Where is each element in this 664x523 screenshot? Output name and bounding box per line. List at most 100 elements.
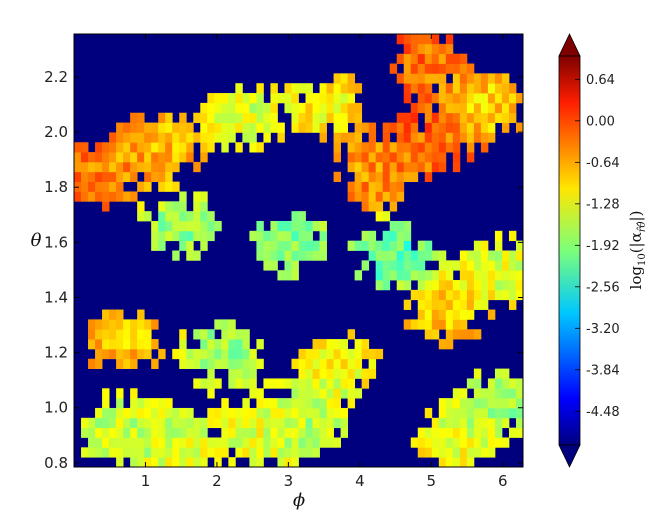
heatmap-cell bbox=[438, 339, 447, 350]
heatmap-cell bbox=[151, 240, 159, 251]
heatmap-cell bbox=[445, 132, 454, 143]
heatmap-cell bbox=[165, 161, 173, 173]
heatmap-cell bbox=[130, 161, 138, 173]
heatmap-cell bbox=[333, 368, 341, 379]
heatmap-cell bbox=[172, 122, 180, 133]
heatmap-cell bbox=[270, 260, 278, 271]
plot-area bbox=[73, 33, 524, 468]
heatmap-cell bbox=[200, 122, 208, 133]
heatmap-cell bbox=[424, 63, 433, 74]
heatmap-cell bbox=[109, 348, 117, 360]
heatmap-cell bbox=[326, 348, 334, 360]
heatmap-cell bbox=[452, 388, 461, 399]
heatmap-cell bbox=[298, 83, 306, 94]
heatmap-cell bbox=[158, 181, 166, 192]
heatmap-cell bbox=[123, 171, 131, 183]
heatmap-cell bbox=[228, 378, 236, 389]
heatmap-cell bbox=[396, 122, 405, 133]
heatmap-cell bbox=[249, 447, 257, 458]
heatmap-cell bbox=[466, 378, 475, 389]
heatmap-cell bbox=[368, 240, 377, 251]
heatmap-cell bbox=[333, 73, 341, 84]
heatmap-cell bbox=[214, 220, 222, 232]
heatmap-cell bbox=[109, 181, 117, 192]
heatmap-cell bbox=[249, 378, 257, 389]
heatmap-cell bbox=[116, 407, 124, 419]
heatmap-cell bbox=[249, 358, 257, 369]
heatmap-cell bbox=[200, 417, 208, 429]
heatmap-cell bbox=[214, 122, 222, 133]
heatmap-cell bbox=[494, 250, 503, 261]
heatmap-cell bbox=[424, 407, 433, 419]
heatmap-cell bbox=[431, 142, 440, 153]
heatmap-cell bbox=[487, 270, 496, 281]
heatmap-cell bbox=[256, 447, 264, 458]
heatmap-cell bbox=[326, 368, 334, 379]
heatmap-cell bbox=[459, 398, 468, 409]
heatmap-cell bbox=[340, 358, 349, 369]
y-axis-ticks: 0.8 1.0 1.2 1.4 1.6 1.8 2.0 2.2 bbox=[44, 68, 523, 472]
heatmap-cell bbox=[151, 427, 159, 438]
heatmap-cell bbox=[130, 152, 138, 163]
heatmap-cell bbox=[312, 358, 320, 369]
heatmap-cell bbox=[354, 348, 363, 360]
heatmap-cell bbox=[298, 211, 306, 222]
heatmap-cell bbox=[291, 427, 299, 438]
heatmap-cell bbox=[221, 329, 229, 340]
heatmap-cell bbox=[326, 427, 334, 438]
heatmap-cell bbox=[361, 260, 370, 271]
heatmap-cell bbox=[347, 348, 356, 360]
heatmap-cell bbox=[200, 201, 208, 212]
heatmap-cell bbox=[417, 102, 426, 114]
heatmap-cell bbox=[459, 270, 468, 281]
heatmap-cell bbox=[487, 73, 496, 84]
heatmap-cell bbox=[417, 447, 426, 458]
heatmap-cell bbox=[242, 407, 250, 419]
heatmap-cell bbox=[466, 142, 475, 153]
heatmap-cell bbox=[424, 83, 433, 94]
heatmap-cell bbox=[417, 93, 426, 104]
heatmap-cell bbox=[284, 230, 292, 242]
heatmap-cell bbox=[158, 152, 166, 163]
colorbar-extend-top bbox=[558, 33, 581, 57]
heatmap-cell bbox=[466, 407, 475, 419]
heatmap-cell bbox=[88, 161, 96, 173]
heatmap-cell bbox=[298, 112, 306, 123]
heatmap-cell bbox=[501, 388, 510, 399]
heatmap-cell bbox=[102, 417, 110, 429]
heatmap-cell bbox=[305, 427, 313, 438]
heatmap-cell bbox=[207, 339, 215, 350]
colorbar-tick-label: 0.00 bbox=[586, 114, 615, 129]
heatmap-cell bbox=[186, 250, 194, 261]
heatmap-cell bbox=[186, 220, 194, 232]
heatmap-cell bbox=[438, 63, 447, 74]
heatmap-cell bbox=[207, 447, 215, 458]
heatmap-cell bbox=[340, 93, 349, 104]
heatmap-cell bbox=[403, 230, 412, 242]
heatmap-cell bbox=[109, 161, 117, 173]
heatmap-cell bbox=[207, 358, 215, 369]
heatmap-cell bbox=[207, 211, 215, 222]
heatmap-cell bbox=[319, 378, 327, 389]
heatmap-cell bbox=[340, 348, 349, 360]
heatmap-cell bbox=[116, 427, 124, 438]
heatmap-cell bbox=[291, 83, 299, 94]
heatmap-cell bbox=[452, 142, 461, 153]
heatmap-cell bbox=[515, 122, 523, 133]
heatmap-cell bbox=[193, 220, 201, 232]
heatmap-cell bbox=[172, 132, 180, 143]
heatmap-cell bbox=[368, 191, 377, 202]
heatmap-cell bbox=[200, 102, 208, 114]
heatmap-cell bbox=[347, 191, 356, 202]
heatmap-cell bbox=[291, 112, 299, 123]
heatmap-cell bbox=[431, 417, 440, 429]
heatmap-cell bbox=[130, 457, 138, 467]
heatmap-cell bbox=[165, 211, 173, 222]
heatmap-cell bbox=[424, 152, 433, 163]
heatmap-cell bbox=[263, 260, 271, 271]
heatmap-cell bbox=[459, 329, 468, 340]
heatmap-cell bbox=[487, 437, 496, 448]
heatmap-cell bbox=[403, 122, 412, 133]
heatmap-cell bbox=[256, 388, 264, 399]
heatmap-cell bbox=[165, 152, 173, 163]
